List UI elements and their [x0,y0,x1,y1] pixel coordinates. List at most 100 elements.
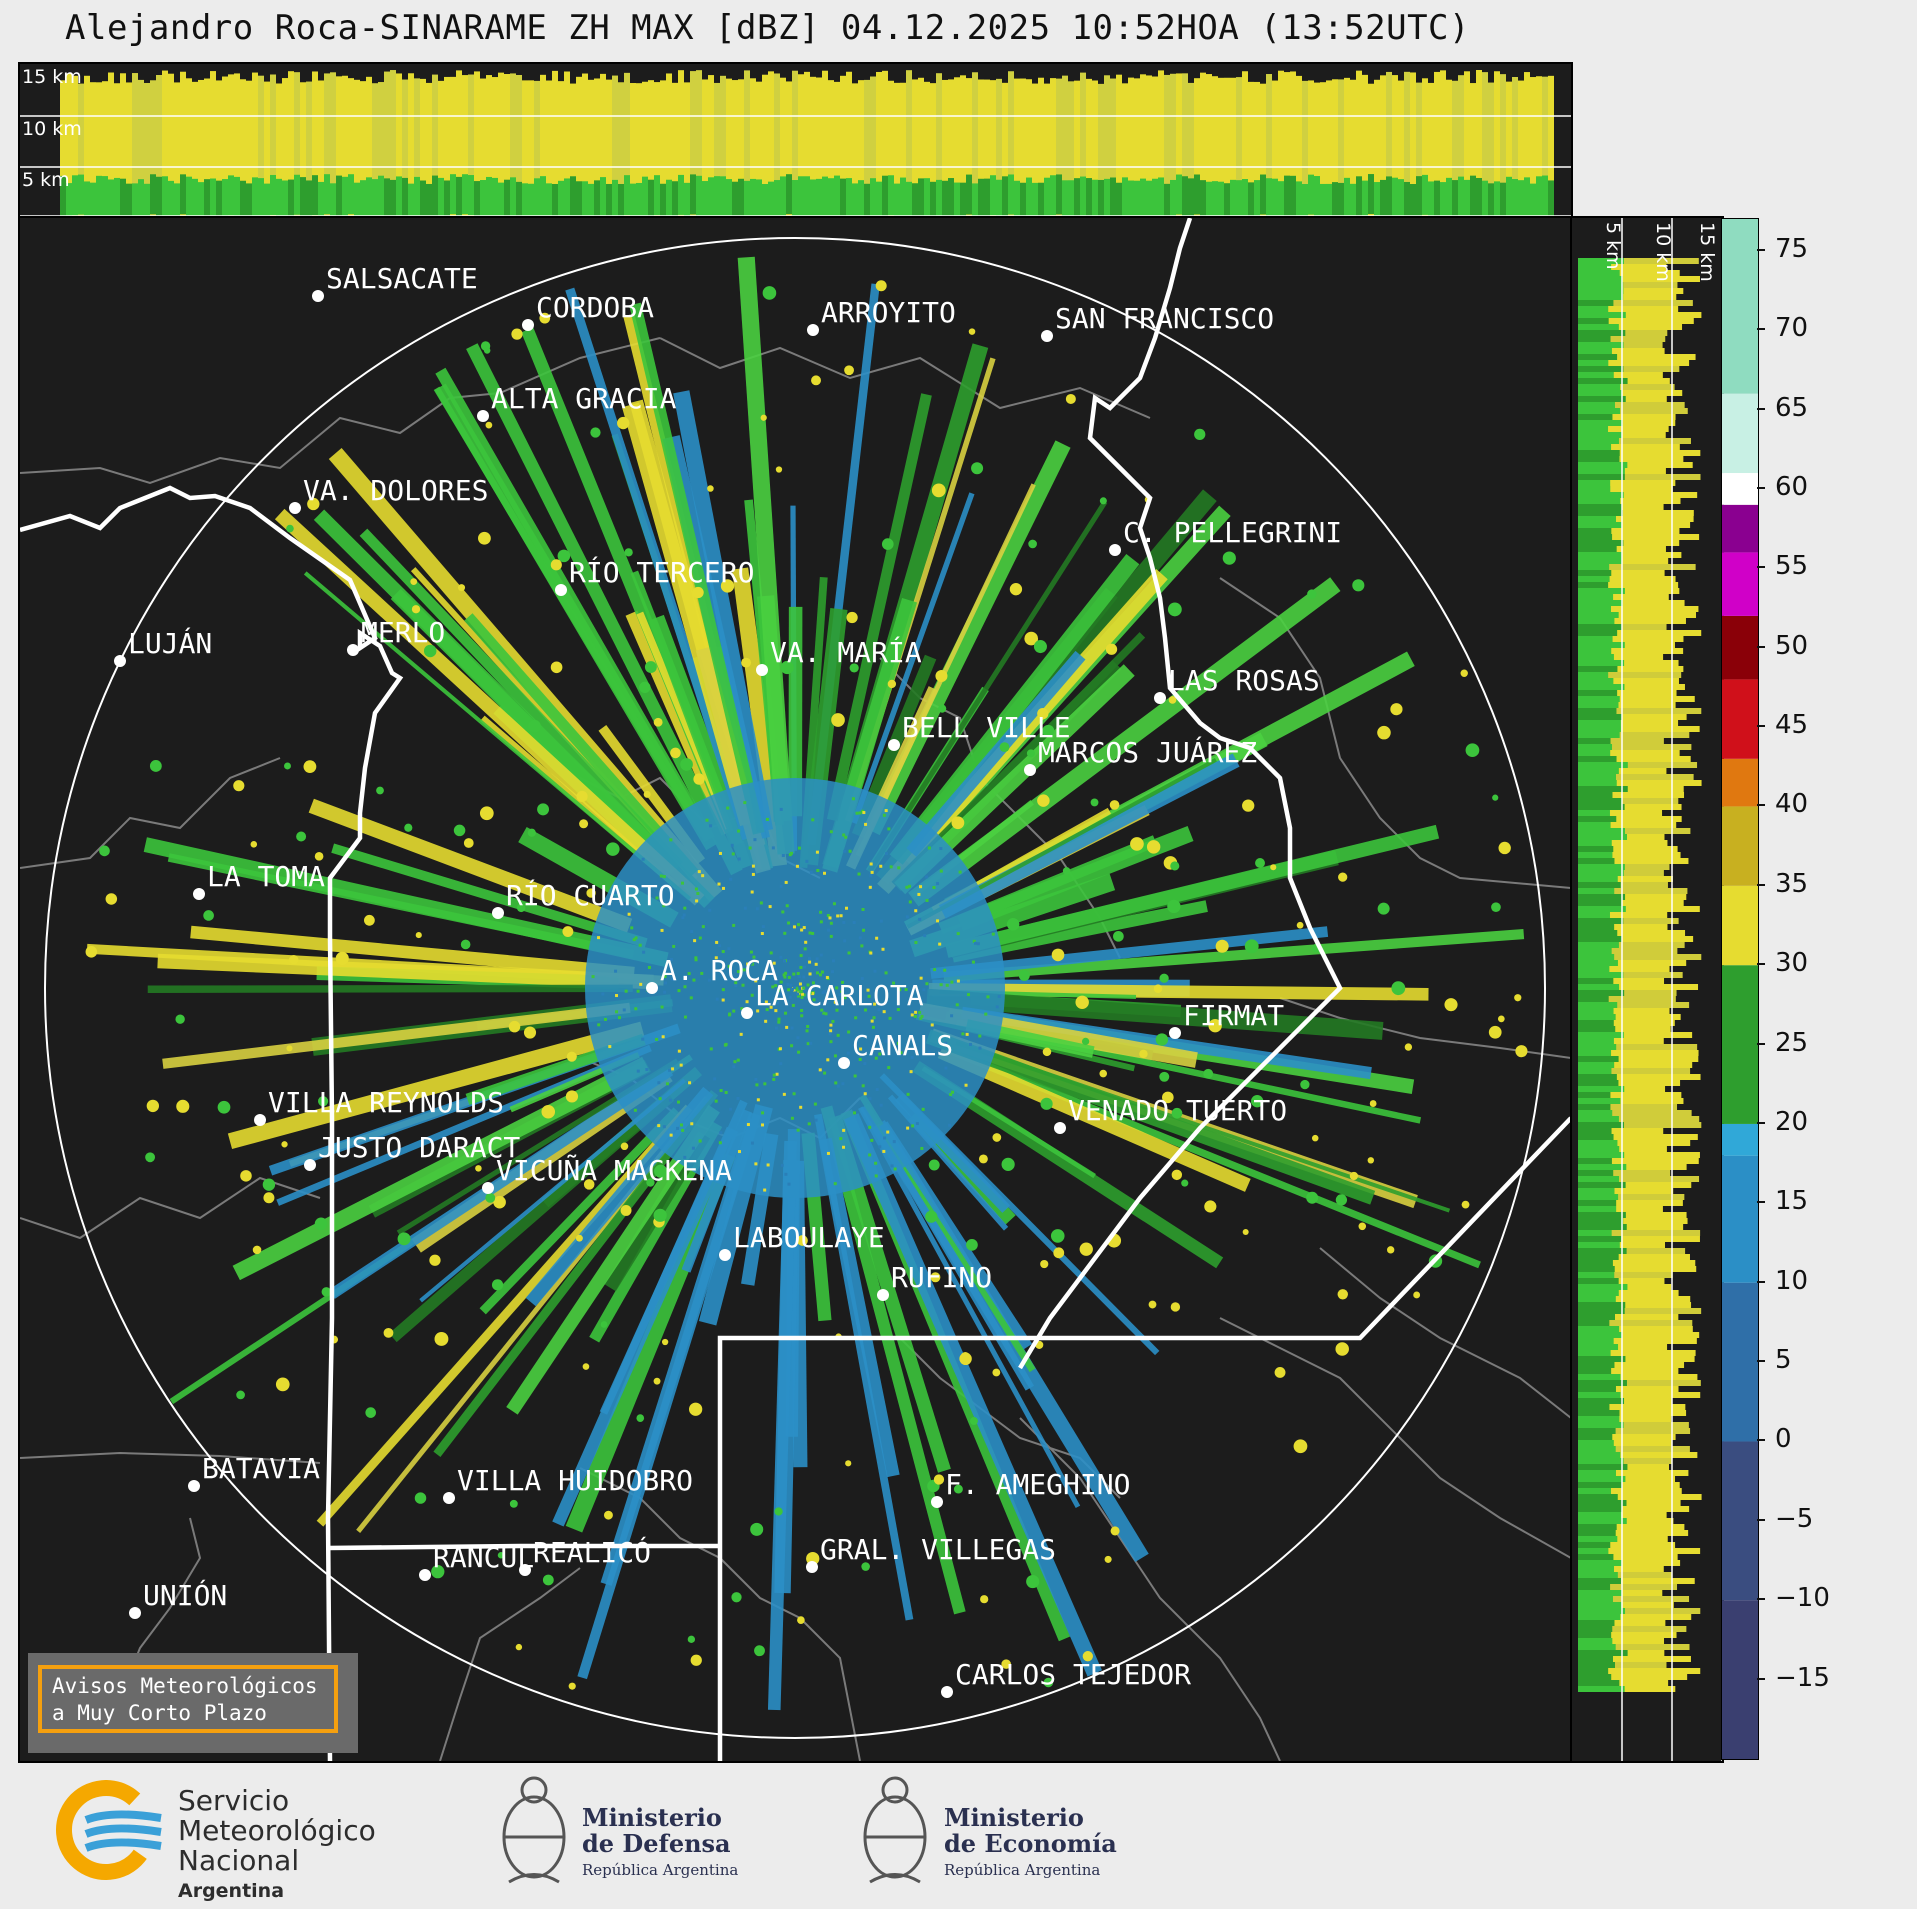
radar-echo-ray [331,843,648,948]
echo-speckle [697,870,701,874]
echo-cell [542,1574,554,1586]
echo-cell [414,1492,427,1504]
side-echo-low [1578,1416,1620,1422]
side-echo-row [1582,888,1688,894]
echo-speckle [961,1032,965,1036]
echo-speckle [836,914,840,918]
echo-cell [1222,551,1236,565]
top-echo-low [66,183,72,216]
side-echo-row [1582,1290,1679,1296]
top-echo-column [1458,75,1464,216]
echo-speckle [939,847,943,851]
top-echo-column [960,75,966,216]
alert-box[interactable]: Avisos Meteorológicos a Muy Corto Plazo [28,1653,358,1753]
city-dot-icon [756,664,768,676]
top-echo-low [180,174,186,215]
side-echo-low [1578,450,1620,456]
echo-speckle [860,977,864,981]
colorbar-segment [1722,1600,1758,1759]
echo-speckle [879,919,883,923]
side-echo-row [1582,1644,1690,1650]
city-dot-icon [719,1249,731,1261]
side-echo-low [1578,444,1612,450]
top-echo-column [1434,71,1440,216]
top-echo-low [924,178,930,216]
top-echo-column [522,80,528,216]
echo-speckle [905,885,909,889]
side-echo-row [1582,1380,1701,1386]
top-echo-column [66,73,72,216]
top-echo-low [516,181,522,216]
echo-cell [423,644,437,658]
side-echo-low [1578,642,1625,648]
side-echo-low [1578,798,1622,804]
top-echo-low [156,176,162,216]
top-echo-low [1314,176,1320,216]
echo-speckle [715,940,719,944]
echo-cell [1099,1069,1108,1078]
echo-cell [568,1682,576,1690]
top-echo-low [498,182,504,216]
echo-speckle [737,829,741,833]
side-echo-row [1582,1230,1701,1236]
echo-speckle [683,985,687,989]
top-echo-column [330,72,336,216]
side-echo-low [1578,1662,1615,1668]
top-echo-low [522,183,528,216]
top-echo-column [1326,80,1332,216]
echo-speckle [832,902,836,906]
echo-cell [844,365,854,376]
colorbar-tick-label: 50 [1757,631,1808,661]
echo-cell [1001,1157,1015,1171]
echo-cell [250,841,258,848]
side-cross-section-plot [1578,218,1722,1761]
top-echo-column [810,76,816,216]
province-borders [20,218,1571,1761]
city-marker: RÍO CUARTO [492,878,675,919]
echo-speckle [683,1155,687,1159]
echo-speckle [683,1015,687,1019]
top-echo-column [492,77,498,216]
top-echo-column [588,79,594,216]
echo-cell [1110,1526,1120,1536]
echo-speckle [807,957,811,961]
top-echo-low [78,174,84,215]
echo-speckle [930,1023,934,1027]
echo-speckle [933,968,937,972]
side-echo-low [1578,876,1618,882]
echo-speckle [797,846,801,850]
echo-speckle [788,995,792,999]
top-echo-column [276,83,282,216]
radar-echo-ray [867,500,1108,873]
top-echo-column [1440,70,1446,216]
echo-speckle [786,983,790,987]
side-echo-row [1582,1674,1688,1680]
top-echo-low [972,183,978,216]
echo-cell [1162,1091,1174,1104]
top-echo-low [762,183,768,216]
echo-speckle [842,1145,846,1149]
echo-speckle [879,1103,883,1107]
top-echo-column [1254,81,1260,216]
echo-cell [508,1020,521,1033]
top-echo-column [234,73,240,216]
city-dot-icon [1024,764,1036,776]
echo-cell [1492,794,1499,801]
top-echo-column [1314,82,1320,216]
side-echo-row [1582,1488,1682,1494]
echo-speckle [723,1043,727,1047]
top-echo-low [1164,183,1170,216]
alert-box-inner[interactable]: Avisos Meteorológicos a Muy Corto Plazo [38,1665,338,1733]
echo-cell [1311,1134,1319,1142]
echo-cell [1171,1107,1183,1119]
echo-speckle [672,944,676,948]
echo-speckle [799,965,803,969]
echo-speckle [728,1012,732,1016]
echo-speckle [812,998,816,1002]
side-echo-row [1582,1212,1687,1218]
echo-cell [1337,1289,1348,1300]
city-dot-icon [289,502,301,514]
top-echo-low [486,176,492,216]
echo-cell [1042,724,1055,738]
echo-cell [938,704,947,713]
